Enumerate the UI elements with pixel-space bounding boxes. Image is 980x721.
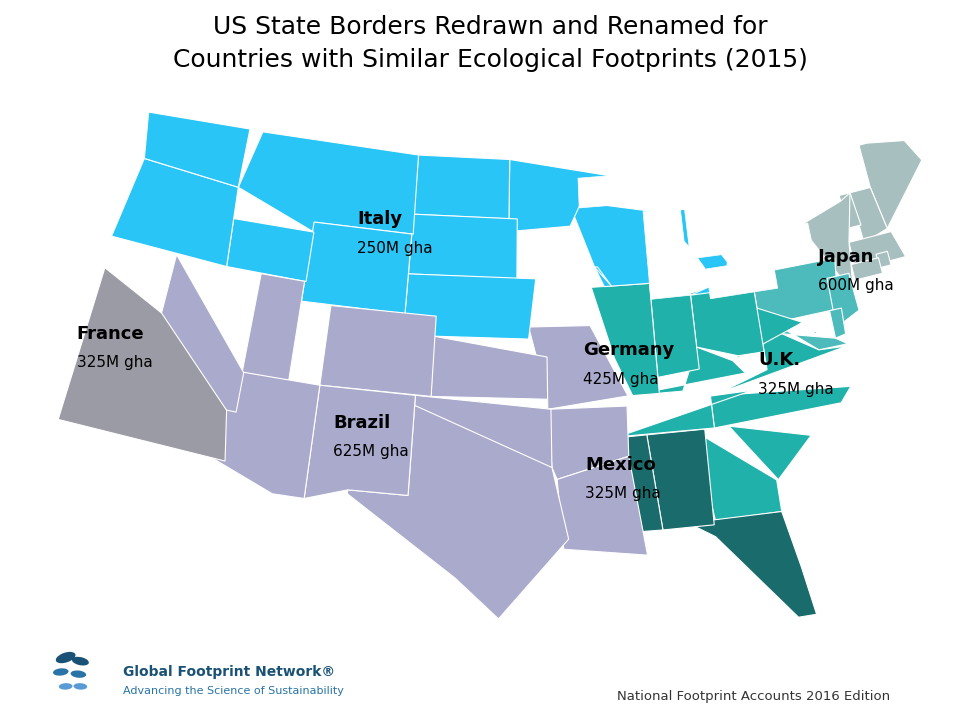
- Polygon shape: [719, 330, 847, 393]
- Text: Japan: Japan: [817, 247, 874, 265]
- Polygon shape: [876, 251, 891, 267]
- Polygon shape: [558, 456, 648, 555]
- Polygon shape: [651, 293, 700, 377]
- Polygon shape: [405, 274, 536, 339]
- Polygon shape: [758, 193, 853, 288]
- Polygon shape: [647, 429, 714, 530]
- Polygon shape: [226, 187, 314, 281]
- Polygon shape: [568, 200, 650, 287]
- Polygon shape: [683, 195, 726, 259]
- Polygon shape: [304, 385, 416, 498]
- Polygon shape: [839, 193, 861, 228]
- Polygon shape: [415, 395, 552, 467]
- Polygon shape: [597, 435, 662, 532]
- Text: 325M gha: 325M gha: [758, 382, 834, 397]
- Polygon shape: [755, 223, 812, 255]
- Polygon shape: [729, 426, 811, 479]
- Polygon shape: [578, 170, 683, 208]
- Text: Brazil: Brazil: [333, 414, 390, 432]
- Text: 625M gha: 625M gha: [333, 444, 409, 459]
- Polygon shape: [517, 267, 612, 286]
- Text: 425M gha: 425M gha: [583, 372, 659, 386]
- Polygon shape: [707, 259, 778, 298]
- Text: Italy: Italy: [357, 211, 402, 229]
- Polygon shape: [242, 274, 305, 381]
- Title: US State Borders Redrawn and Renamed for
Countries with Similar Ecological Footp: US State Borders Redrawn and Renamed for…: [172, 15, 808, 72]
- Polygon shape: [112, 159, 238, 267]
- Polygon shape: [409, 214, 517, 279]
- Text: 600M gha: 600M gha: [817, 278, 894, 293]
- Polygon shape: [775, 324, 848, 350]
- Polygon shape: [58, 267, 226, 461]
- Polygon shape: [849, 231, 906, 270]
- Polygon shape: [591, 283, 660, 396]
- Polygon shape: [852, 257, 883, 280]
- Polygon shape: [752, 258, 839, 326]
- Polygon shape: [214, 370, 319, 498]
- Polygon shape: [733, 308, 803, 360]
- Polygon shape: [628, 347, 746, 396]
- Text: 325M gha: 325M gha: [585, 486, 661, 501]
- Text: 325M gha: 325M gha: [76, 355, 153, 370]
- Polygon shape: [414, 155, 510, 219]
- Polygon shape: [431, 336, 548, 399]
- Polygon shape: [850, 187, 887, 243]
- Text: Germany: Germany: [583, 341, 674, 359]
- Polygon shape: [302, 222, 412, 314]
- Polygon shape: [162, 255, 244, 412]
- Text: 250M gha: 250M gha: [357, 241, 432, 256]
- Polygon shape: [617, 390, 753, 437]
- Polygon shape: [319, 306, 436, 397]
- Polygon shape: [710, 386, 851, 428]
- Polygon shape: [509, 159, 612, 231]
- Polygon shape: [827, 273, 859, 328]
- Polygon shape: [668, 511, 816, 617]
- Polygon shape: [528, 326, 628, 410]
- Text: France: France: [76, 324, 144, 342]
- Text: National Footprint Accounts 2016 Edition: National Footprint Accounts 2016 Edition: [617, 690, 891, 703]
- Polygon shape: [657, 209, 727, 295]
- Polygon shape: [548, 406, 629, 479]
- Text: Global Footprint Network®: Global Footprint Network®: [122, 665, 334, 679]
- Polygon shape: [830, 308, 846, 338]
- Polygon shape: [859, 141, 922, 229]
- Polygon shape: [643, 208, 691, 299]
- Polygon shape: [694, 430, 782, 521]
- Text: Mexico: Mexico: [585, 456, 656, 474]
- Polygon shape: [813, 331, 816, 335]
- Polygon shape: [144, 112, 250, 187]
- Polygon shape: [690, 275, 764, 355]
- Text: U.K.: U.K.: [758, 351, 800, 369]
- Text: Advancing the Science of Sustainability: Advancing the Science of Sustainability: [122, 686, 343, 696]
- Polygon shape: [347, 405, 568, 619]
- Polygon shape: [238, 132, 418, 234]
